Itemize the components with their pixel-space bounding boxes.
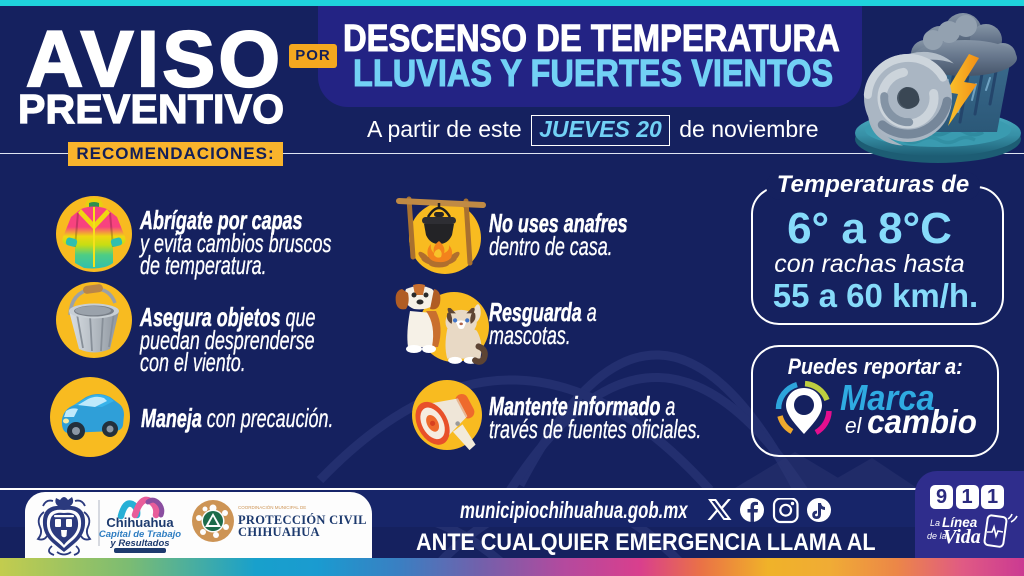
svg-text:CHIHUAHUA: CHIHUAHUA [238,525,320,539]
svg-text:y Resultados: y Resultados [109,538,169,549]
svg-text:de la: de la [927,531,947,541]
svg-text:La: La [930,518,940,528]
svg-text:Línea: Línea [942,515,978,530]
svg-text:PROTECCIÓN CIVIL: PROTECCIÓN CIVIL [238,513,367,527]
svg-text:Capital de Trabajo: Capital de Trabajo [99,529,181,540]
svg-text:Chihuahua: Chihuahua [106,515,174,530]
svg-text:COORDINACIÓN MUNICIPAL DE: COORDINACIÓN MUNICIPAL DE [238,504,306,510]
svg-text:Vida: Vida [943,526,981,548]
